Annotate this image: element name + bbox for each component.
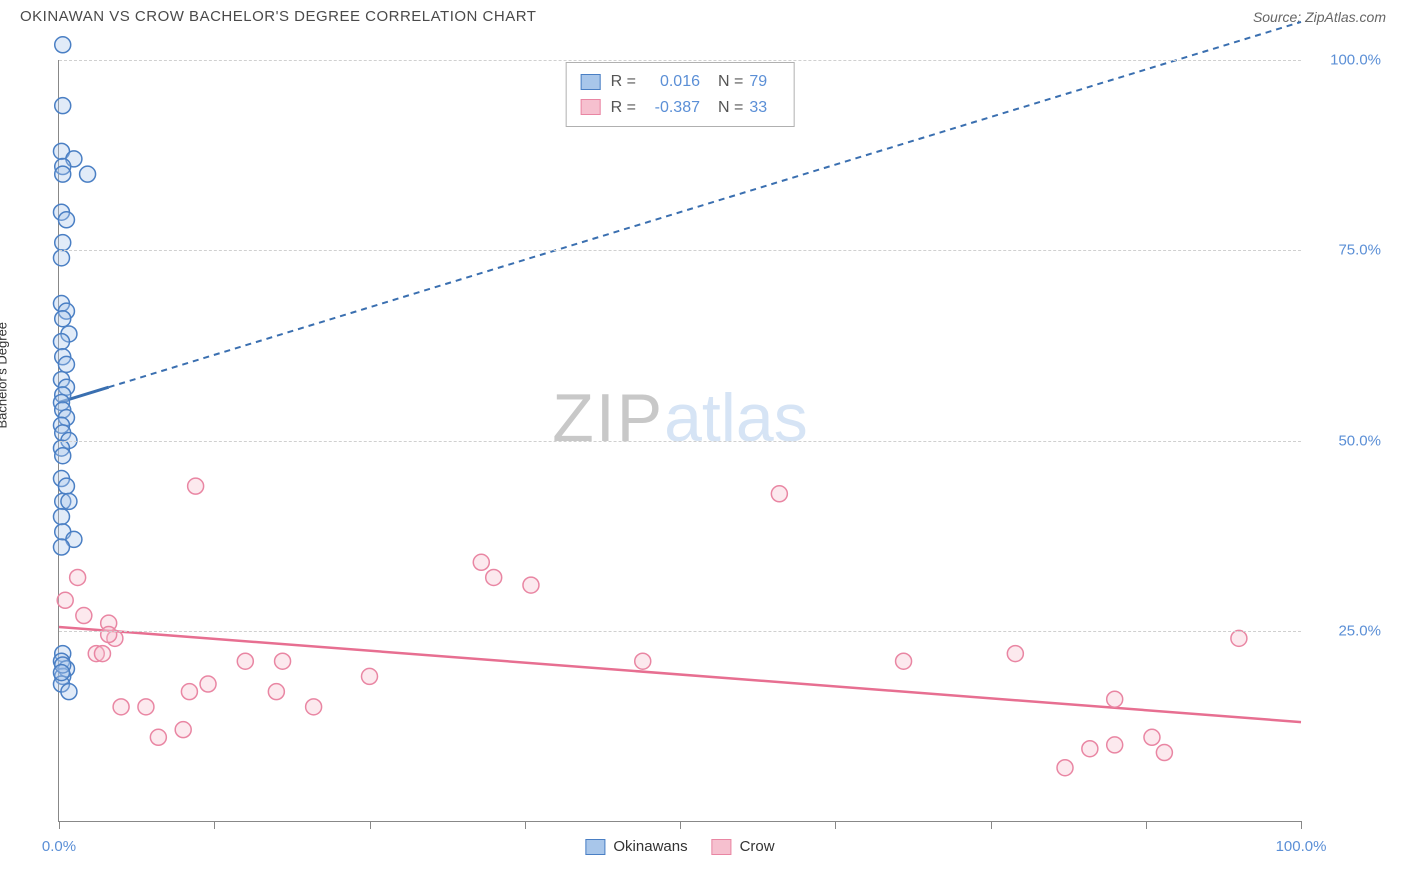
legend-label-okinawans: Okinawans (613, 838, 687, 855)
r-value-okinawans: 0.016 (642, 69, 700, 95)
x-tick (1301, 821, 1302, 829)
y-tick-label: 100.0% (1311, 52, 1381, 69)
gridline-h (59, 250, 1301, 251)
r-label-2: R = (611, 95, 636, 121)
x-tick (370, 821, 371, 829)
chart-container: Bachelor's Degree ZIPatlas R = 0.016 N =… (20, 40, 1386, 862)
legend-item-okinawans: Okinawans (585, 838, 687, 855)
x-tick (59, 821, 60, 829)
x-tick (525, 821, 526, 829)
y-tick-label: 75.0% (1311, 242, 1381, 259)
gridline-h (59, 60, 1301, 61)
x-tick (680, 821, 681, 829)
plot-area: ZIPatlas R = 0.016 N = 79 R = -0.387 N =… (58, 60, 1301, 822)
legend-label-crow: Crow (740, 838, 775, 855)
legend-correlation: R = 0.016 N = 79 R = -0.387 N = 33 (566, 62, 795, 127)
y-axis-label: Bachelor's Degree (0, 322, 10, 429)
legend-swatch-okinawans (581, 74, 601, 90)
source-attribution: Source: ZipAtlas.com (1253, 9, 1386, 25)
legend-row-okinawans: R = 0.016 N = 79 (581, 69, 780, 95)
legend-series: Okinawans Crow (585, 838, 774, 855)
r-label: R = (611, 69, 636, 95)
x-tick (991, 821, 992, 829)
r-value-crow: -0.387 (642, 95, 700, 121)
y-tick-label: 25.0% (1311, 622, 1381, 639)
n-label-2: N = (718, 95, 743, 121)
legend-swatch-crow-b (712, 839, 732, 855)
n-value-crow: 33 (749, 95, 779, 121)
n-value-okinawans: 79 (749, 69, 779, 95)
legend-row-crow: R = -0.387 N = 33 (581, 95, 780, 121)
legend-item-crow: Crow (712, 838, 775, 855)
chart-title: OKINAWAN VS CROW BACHELOR'S DEGREE CORRE… (20, 8, 536, 25)
x-tick (835, 821, 836, 829)
legend-swatch-crow (581, 99, 601, 115)
gridline-h (59, 631, 1301, 632)
gridline-h (59, 441, 1301, 442)
x-tick (214, 821, 215, 829)
x-tick-label-min: 0.0% (42, 838, 76, 855)
y-tick-label: 50.0% (1311, 432, 1381, 449)
n-label: N = (718, 69, 743, 95)
legend-swatch-okinawans-b (585, 839, 605, 855)
x-tick (1146, 821, 1147, 829)
x-tick-label-max: 100.0% (1276, 838, 1327, 855)
